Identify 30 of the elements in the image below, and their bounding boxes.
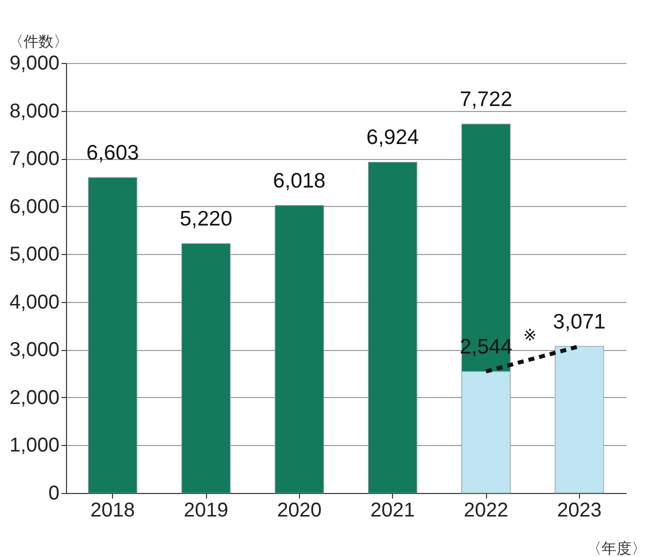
bar <box>181 243 231 494</box>
data-label: 3,071 <box>553 310 606 334</box>
x-tick-label: 2020 <box>277 500 322 522</box>
data-label: 6,924 <box>366 126 420 150</box>
x-tick-label: 2018 <box>90 500 135 522</box>
x-tick-label: 2023 <box>557 500 602 522</box>
y-tick-label: 8,000 <box>9 100 60 122</box>
x-tick-label: 2022 <box>464 500 508 522</box>
y-tick-label: 4,000 <box>9 291 60 314</box>
y-tick-label: 6,000 <box>9 196 60 218</box>
y-tick-label: 2,000 <box>9 386 60 409</box>
x-tick-label: 2019 <box>184 500 228 522</box>
data-label: 5,220 <box>180 208 232 231</box>
y-tick-label: 0 <box>48 482 60 504</box>
bar <box>88 177 138 494</box>
data-label: 6,018 <box>273 169 326 192</box>
x-tick-label: 2021 <box>370 500 415 522</box>
data-label: 6,603 <box>86 142 139 165</box>
bar <box>554 346 604 494</box>
y-tick-label: 5,000 <box>9 244 60 266</box>
bar <box>274 205 324 494</box>
y-tick-label: 7,000 <box>9 148 60 170</box>
x-axis-title: 〈年度〉 <box>586 540 646 557</box>
y-tick-label: 1,000 <box>9 434 60 457</box>
annotation: ※ <box>523 327 537 344</box>
y-tick-label: 3,000 <box>9 339 60 362</box>
y-axis-title: 〈件数〉 <box>8 34 68 50</box>
bar <box>368 162 418 494</box>
y-tick-label: 9,000 <box>9 52 60 74</box>
data-label: 7,722 <box>460 88 512 112</box>
